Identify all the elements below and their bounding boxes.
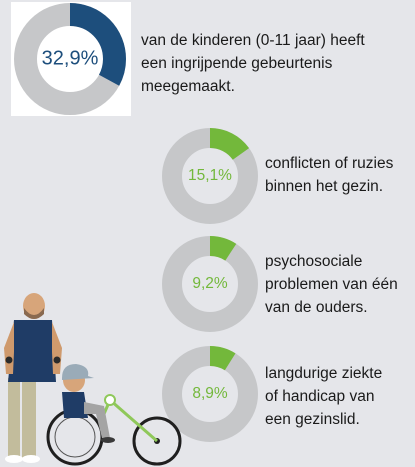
donut-psychosocial-svg [162, 236, 258, 332]
donut-total-svg [14, 3, 126, 115]
donut-illness-svg [162, 346, 258, 442]
description-illness: langdurige ziekte of handicap van een ge… [265, 365, 383, 428]
donut-total-label: 32,9% [41, 47, 99, 70]
description-psychosocial: psychosociale problemen van één van de o… [265, 253, 398, 316]
donut-conflicts-svg [162, 128, 258, 224]
donut-chart-psychosocial: 9,2% [162, 236, 258, 332]
father-figure [4, 293, 62, 463]
donut-illness-label: 8,9% [192, 385, 228, 402]
donut-conflicts-arc [162, 128, 258, 224]
description-total: van de kinderen (0-11 jaar) heeft een in… [141, 32, 365, 95]
donut-total-arc [14, 3, 126, 115]
donut-conflicts-label: 15,1% [188, 167, 232, 184]
child-in-wheelchair [46, 364, 182, 466]
donut-chart-conflicts: 15,1% [162, 128, 258, 224]
donut-chart-total: 32,9% [14, 3, 126, 115]
donut-illness-arc [162, 346, 258, 442]
family-illustration [4, 293, 182, 466]
donut-psychosocial-arc [162, 236, 258, 332]
donut-psychosocial-label: 9,2% [192, 275, 228, 292]
donut-chart-illness: 8,9% [162, 346, 258, 442]
description-conflicts: conflicten of ruzies binnen het gezin. [265, 155, 394, 195]
